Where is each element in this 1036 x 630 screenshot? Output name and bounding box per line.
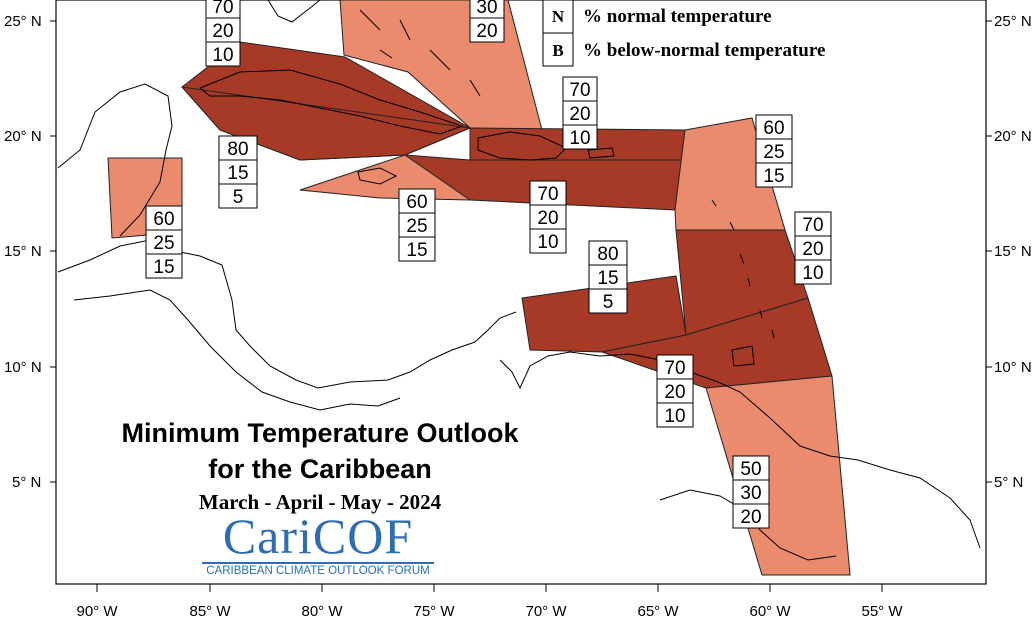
lat-label-left-20: 20° N bbox=[4, 128, 42, 145]
legend: N % normal temperature B % below-normal … bbox=[542, 0, 825, 67]
box-value: 60 bbox=[406, 192, 427, 213]
lat-label-right-15: 15° N bbox=[994, 243, 1032, 260]
lon-label-65: 65° W bbox=[637, 603, 679, 620]
forecast-box-bahamas-east: 30 20 bbox=[469, 0, 505, 43]
box-value: 70 bbox=[212, 0, 233, 18]
box-value: 30 bbox=[740, 483, 761, 504]
forecast-box-cuba-cayman: 80 15 5 bbox=[218, 135, 258, 209]
lat-label-right-25: 25° N bbox=[994, 13, 1032, 30]
map-title-line1: Minimum Temperature Outlook bbox=[121, 418, 519, 448]
box-value: 5 bbox=[603, 292, 614, 313]
box-value: 70 bbox=[664, 358, 685, 379]
logo-tagline: CARIBBEAN CLIMATE OUTLOOK FORUM bbox=[206, 565, 430, 577]
lat-label-left-15: 15° N bbox=[4, 243, 42, 260]
box-value: 10 bbox=[664, 406, 685, 427]
box-value: 15 bbox=[153, 257, 174, 278]
central-america-pacific bbox=[73, 289, 401, 411]
box-value: 70 bbox=[569, 80, 590, 101]
box-value: 80 bbox=[227, 139, 248, 160]
box-value: 10 bbox=[569, 128, 590, 149]
box-value: 20 bbox=[664, 382, 685, 403]
box-value: 70 bbox=[802, 215, 823, 236]
bahamas-islands bbox=[359, 9, 481, 97]
yucatan-coast bbox=[57, 83, 173, 237]
hispaniola-island bbox=[477, 131, 567, 161]
florida-coast bbox=[267, 0, 321, 23]
lat-label-left-10: 10° N bbox=[4, 359, 42, 376]
box-value: 15 bbox=[406, 240, 427, 261]
forecast-box-bahamas-west: 70 20 10 bbox=[205, 0, 241, 67]
lat-label-left-25: 25° N bbox=[4, 13, 42, 30]
box-value: 50 bbox=[740, 459, 761, 480]
lon-label-90: 90° W bbox=[76, 603, 118, 620]
box-value: 20 bbox=[569, 104, 590, 125]
puerto-rico-island bbox=[587, 147, 615, 159]
forecast-box-belize: 60 25 15 bbox=[145, 205, 183, 279]
box-value: 25 bbox=[153, 233, 174, 254]
box-value: 20 bbox=[740, 507, 761, 528]
bottom-lon-ticks bbox=[96, 584, 883, 592]
map-title-line2: for the Caribbean bbox=[208, 454, 432, 484]
box-value: 10 bbox=[537, 232, 558, 253]
caricof-logo: CariCOF CARIBBEAN CLIMATE OUTLOOK FORUM bbox=[200, 508, 436, 581]
forecast-box-jamaica: 60 25 15 bbox=[398, 188, 436, 262]
box-value: 10 bbox=[802, 263, 823, 284]
lon-label-80: 80° W bbox=[301, 603, 343, 620]
jamaica-island bbox=[357, 167, 398, 185]
box-value: 25 bbox=[763, 142, 784, 163]
lesser-antilles bbox=[711, 199, 775, 339]
legend-key-normal: N bbox=[552, 7, 565, 26]
forecast-box-trinidad: 70 20 10 bbox=[656, 354, 694, 428]
lat-label-left-5: 5° N bbox=[12, 474, 41, 491]
south-america-north-coast bbox=[499, 351, 981, 549]
forecast-box-windwards: 70 20 10 bbox=[794, 211, 832, 285]
box-value: 60 bbox=[763, 118, 784, 139]
legend-item-normal: N % normal temperature bbox=[542, 0, 772, 34]
logo-wordmark: CariCOF bbox=[222, 508, 414, 564]
lat-label-right-5: 5° N bbox=[994, 474, 1023, 491]
right-lat-ticks bbox=[986, 20, 992, 483]
lon-label-70: 70° W bbox=[525, 603, 567, 620]
legend-item-below: B % below-normal temperature bbox=[542, 32, 825, 67]
season-subtitle: March - April - May - 2024 bbox=[198, 490, 442, 514]
box-value: 15 bbox=[227, 163, 248, 184]
box-value: 20 bbox=[802, 239, 823, 260]
left-lat-ticks bbox=[50, 20, 56, 483]
forecast-box-hispaniola-north: 70 20 10 bbox=[562, 76, 598, 150]
cuba-island bbox=[199, 69, 464, 135]
forecast-box-guianas: 50 30 20 bbox=[732, 455, 770, 529]
legend-label-normal: % normal temperature bbox=[583, 6, 772, 27]
lat-label-right-10: 10° N bbox=[994, 359, 1032, 376]
forecast-box-northern-leewards: 60 25 15 bbox=[755, 114, 793, 188]
lon-label-60: 60° W bbox=[749, 603, 791, 620]
box-value: 15 bbox=[763, 166, 784, 187]
forecast-box-hispaniola-south: 70 20 10 bbox=[529, 180, 567, 254]
box-value: 5 bbox=[233, 187, 244, 208]
lon-label-75: 75° W bbox=[413, 603, 455, 620]
trinidad-island bbox=[731, 345, 755, 367]
logo-divider bbox=[202, 562, 434, 564]
legend-label-below: % below-normal temperature bbox=[583, 40, 825, 61]
lon-label-85: 85° W bbox=[189, 603, 231, 620]
box-value: 15 bbox=[597, 268, 618, 289]
legend-key-below: B bbox=[552, 41, 563, 60]
lon-label-55: 55° W bbox=[861, 603, 903, 620]
box-value: 70 bbox=[537, 184, 558, 205]
lat-label-right-20: 20° N bbox=[994, 128, 1032, 145]
forecast-box-abc-islands: 80 15 5 bbox=[588, 240, 628, 314]
box-value: 60 bbox=[153, 209, 174, 230]
box-value: 30 bbox=[476, 0, 497, 18]
box-value: 20 bbox=[212, 21, 233, 42]
box-value: 80 bbox=[597, 244, 618, 265]
box-value: 10 bbox=[212, 45, 233, 66]
box-value: 25 bbox=[406, 216, 427, 237]
box-value: 20 bbox=[476, 21, 497, 42]
box-value: 20 bbox=[537, 208, 558, 229]
